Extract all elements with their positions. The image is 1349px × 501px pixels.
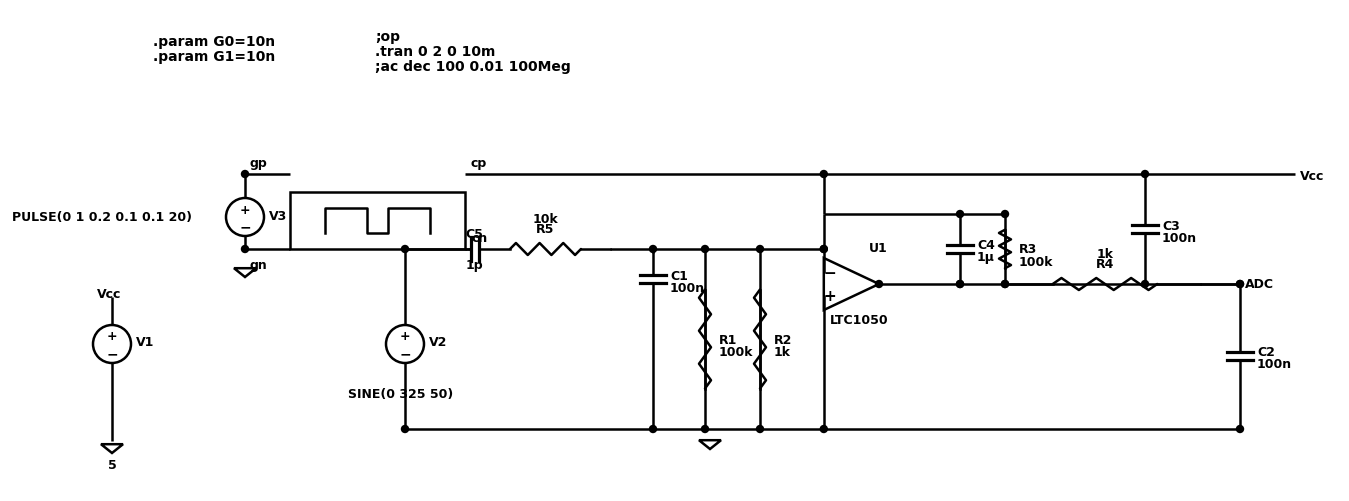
Circle shape [701, 246, 708, 253]
Text: .tran 0 2 0 10m: .tran 0 2 0 10m [375, 45, 495, 59]
Text: U1: U1 [869, 242, 888, 255]
Text: −: − [823, 266, 836, 281]
Text: cp: cp [469, 156, 486, 169]
Text: +: + [823, 288, 836, 303]
Circle shape [757, 246, 764, 253]
Text: 100n: 100n [1257, 358, 1292, 371]
Text: Vcc: Vcc [97, 288, 121, 301]
Text: 1k: 1k [1097, 247, 1113, 261]
Text: 100n: 100n [1161, 231, 1197, 244]
Circle shape [649, 246, 657, 253]
Circle shape [876, 281, 882, 288]
Text: C5: C5 [465, 227, 483, 240]
Text: PULSE(0 1 0.2 0.1 0.1 20): PULSE(0 1 0.2 0.1 0.1 20) [12, 210, 192, 223]
Bar [290, 192, 465, 249]
Text: 100k: 100k [1018, 256, 1054, 269]
Text: 1μ: 1μ [977, 251, 994, 264]
Circle shape [1141, 171, 1148, 178]
Text: .param G0=10n: .param G0=10n [152, 35, 275, 49]
Circle shape [757, 426, 764, 433]
Text: LTC1050: LTC1050 [830, 314, 888, 327]
Circle shape [1237, 281, 1244, 288]
Text: gp: gp [250, 156, 267, 169]
Text: C1: C1 [670, 269, 688, 282]
Text: .param G1=10n: .param G1=10n [152, 50, 275, 64]
Text: V3: V3 [268, 209, 287, 222]
Text: 1k: 1k [774, 346, 791, 359]
Circle shape [241, 246, 248, 253]
Text: R4: R4 [1095, 258, 1114, 271]
Text: R3: R3 [1018, 243, 1037, 256]
Circle shape [402, 426, 409, 433]
Circle shape [1001, 281, 1009, 288]
Text: −: − [239, 219, 251, 233]
Text: cn: cn [471, 231, 487, 244]
Text: C4: C4 [977, 239, 994, 252]
Circle shape [820, 246, 827, 253]
Circle shape [820, 171, 827, 178]
Text: 5: 5 [108, 458, 116, 471]
Text: 100k: 100k [719, 346, 754, 359]
Circle shape [402, 246, 409, 253]
Circle shape [820, 246, 827, 253]
Text: V1: V1 [136, 336, 154, 349]
Text: +: + [240, 203, 251, 216]
Text: R2: R2 [774, 333, 792, 346]
Text: +: + [107, 330, 117, 343]
Circle shape [1141, 281, 1148, 288]
Circle shape [1237, 426, 1244, 433]
Text: ADC: ADC [1245, 278, 1273, 291]
Circle shape [956, 281, 963, 288]
Circle shape [820, 426, 827, 433]
Text: ;ac dec 100 0.01 100Meg: ;ac dec 100 0.01 100Meg [375, 60, 571, 74]
Text: 1p: 1p [465, 258, 483, 271]
Text: ;op: ;op [375, 30, 401, 44]
Text: R5: R5 [537, 222, 554, 235]
Text: C2: C2 [1257, 346, 1275, 359]
Circle shape [1001, 281, 1009, 288]
Circle shape [1001, 211, 1009, 218]
Text: R1: R1 [719, 333, 738, 346]
Circle shape [956, 211, 963, 218]
Circle shape [649, 426, 657, 433]
Text: SINE(0 325 50): SINE(0 325 50) [348, 388, 453, 401]
Circle shape [701, 426, 708, 433]
Circle shape [241, 171, 248, 178]
Circle shape [1237, 281, 1244, 288]
Text: 100n: 100n [670, 281, 706, 294]
Text: V2: V2 [429, 336, 448, 349]
Text: Vcc: Vcc [1300, 169, 1325, 182]
Text: −: − [399, 346, 411, 360]
Text: −: − [107, 346, 117, 360]
Text: C3: C3 [1161, 219, 1180, 232]
Text: gn: gn [250, 259, 267, 272]
Circle shape [956, 281, 963, 288]
Text: +: + [399, 330, 410, 343]
Text: 10k: 10k [533, 212, 558, 225]
